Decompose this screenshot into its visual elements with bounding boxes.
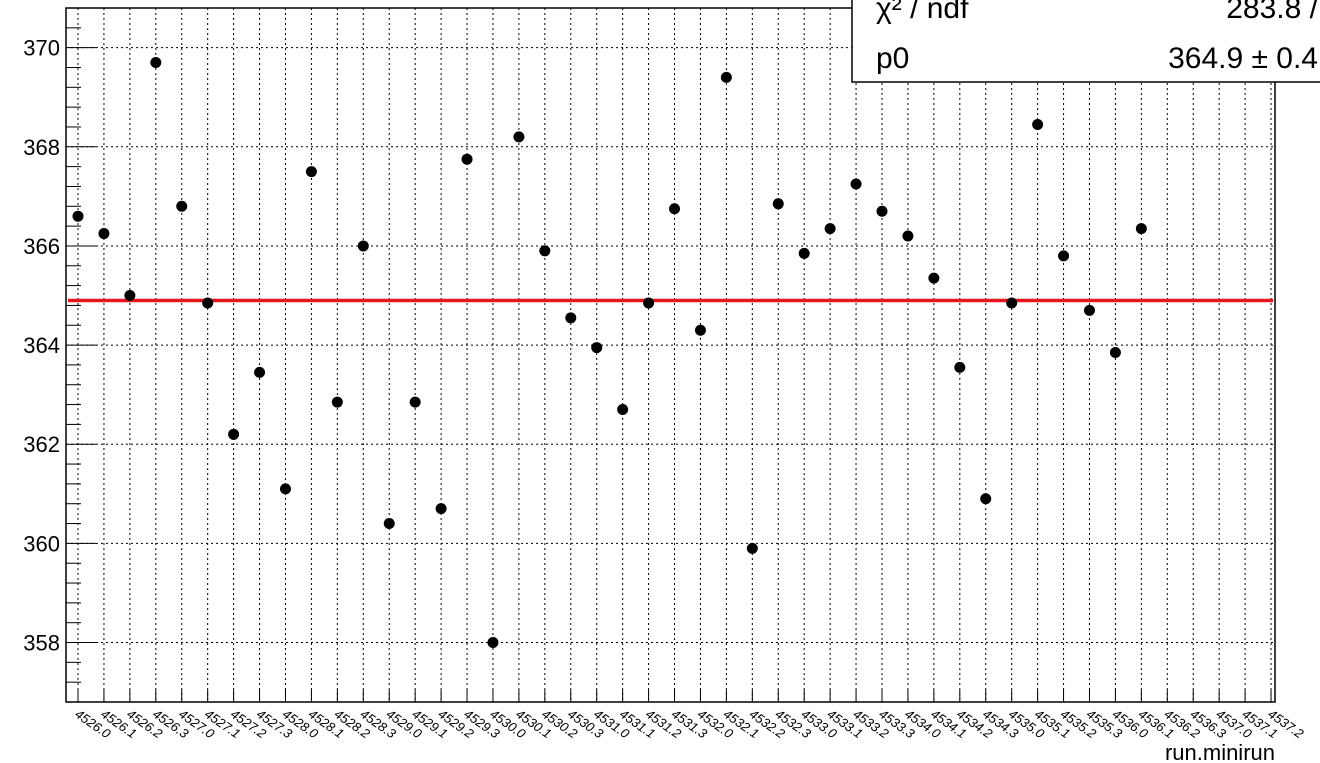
data-point [565, 312, 577, 324]
data-point [539, 245, 551, 257]
data-point [435, 503, 447, 515]
data-point [150, 57, 162, 69]
x-axis-title: run.minirun [1165, 740, 1275, 763]
data-point [513, 131, 525, 143]
y-tick-label: 360 [23, 531, 60, 556]
data-point [980, 493, 992, 505]
y-tick-label: 368 [23, 135, 60, 160]
data-point [928, 272, 940, 284]
data-point [1135, 223, 1147, 235]
data-point [1032, 118, 1044, 130]
data-points [72, 57, 1147, 649]
axes: 4526.04526.14526.24526.34527.04527.14527… [23, 7, 1307, 742]
stats-chi2-value: 283.8 / [1226, 0, 1318, 25]
data-point [124, 290, 136, 302]
data-point [902, 230, 914, 242]
data-point [331, 396, 343, 408]
data-point [98, 228, 110, 240]
data-point [461, 153, 473, 165]
grid [66, 8, 1275, 702]
stats-p0-label: p0 [876, 42, 909, 75]
stats-box: χ² / ndf 283.8 / p0 364.9 ± 0.4 [851, 0, 1320, 83]
data-point [824, 223, 836, 235]
y-tick-label: 370 [23, 36, 60, 61]
y-tick-label: 364 [23, 333, 60, 358]
y-tick-label: 362 [23, 432, 60, 457]
data-point [798, 247, 810, 259]
data-point [746, 542, 758, 554]
data-point [279, 483, 291, 495]
data-point [1006, 297, 1018, 309]
data-point [305, 166, 317, 178]
data-point [876, 205, 888, 217]
data-point [694, 324, 706, 336]
stats-chi2-label: χ² / ndf [876, 0, 969, 25]
data-point [1083, 304, 1095, 316]
data-point [617, 404, 629, 416]
data-point [1109, 347, 1121, 359]
data-point [1058, 250, 1070, 262]
data-point [772, 198, 784, 210]
data-point [643, 297, 655, 309]
data-point [591, 342, 603, 354]
data-point [487, 637, 499, 649]
data-point [228, 428, 240, 440]
data-point [254, 366, 266, 378]
data-point [202, 297, 214, 309]
data-point [669, 203, 681, 215]
data-point [383, 518, 395, 530]
data-point [409, 396, 421, 408]
data-point [720, 71, 732, 83]
data-point [176, 200, 188, 212]
plot-frame [65, 7, 1276, 703]
data-point [954, 361, 966, 373]
data-point [850, 178, 862, 190]
data-point [357, 240, 369, 252]
stats-p0-value: 364.9 ± 0.4 [1168, 42, 1318, 75]
y-tick-label: 366 [23, 234, 60, 259]
data-point [72, 210, 84, 222]
y-tick-label: 358 [23, 631, 60, 656]
